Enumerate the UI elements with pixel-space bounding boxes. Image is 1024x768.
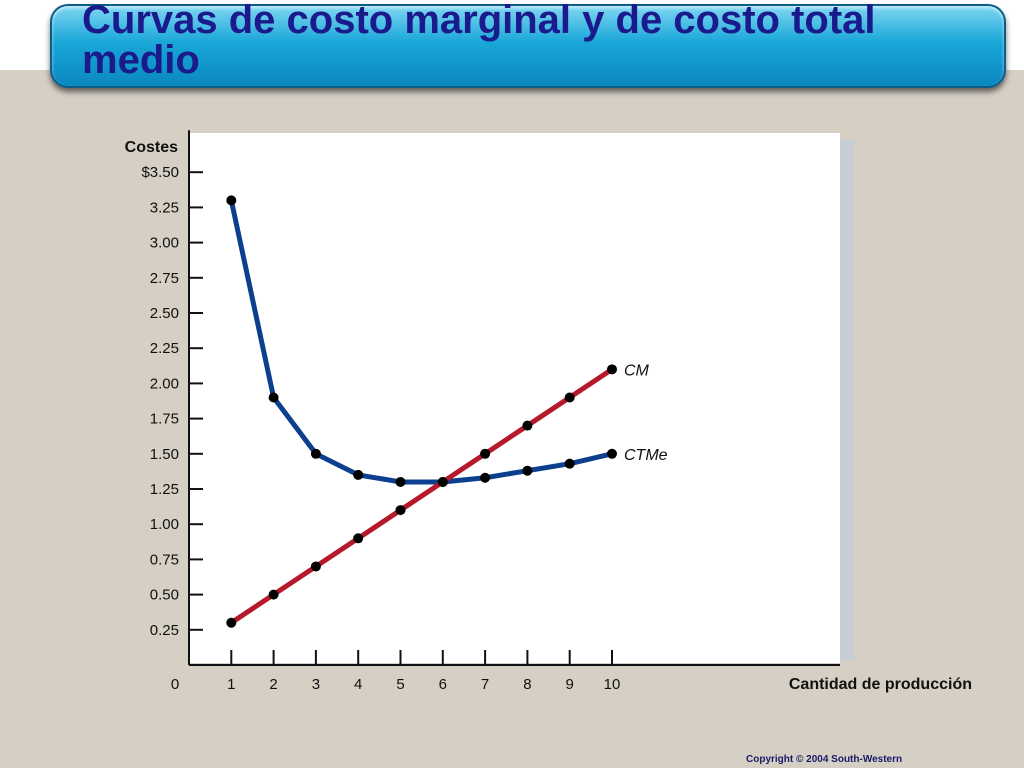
y-tick-label: 2.00 — [150, 375, 179, 392]
data-point-cm — [437, 476, 448, 487]
y-tick-label: 3.00 — [150, 235, 179, 252]
y-tick-label: 2.25 — [150, 340, 179, 357]
y-tick-label: 2.75 — [150, 270, 179, 287]
y-tick-label: 0.25 — [150, 622, 179, 639]
x-tick-label: 1 — [227, 676, 235, 693]
plot-panel — [188, 133, 840, 663]
x-tick-label: 9 — [566, 676, 574, 693]
y-tick-label: 0.50 — [150, 587, 179, 604]
data-point-ctme — [395, 476, 406, 487]
x-tick-label: 8 — [523, 676, 531, 693]
data-point-cm — [480, 448, 491, 459]
data-point-cm — [564, 392, 575, 403]
x-tick-label: 6 — [439, 676, 447, 693]
y-tick-label: 2.50 — [150, 305, 179, 322]
data-point-cm — [522, 420, 533, 431]
y-axis-title: Costes — [125, 139, 178, 156]
slide-title: Curvas de costo marginal y de costo tota… — [82, 0, 876, 82]
data-point-cm — [353, 533, 364, 544]
copyright-notice: Copyright © 2004 South-Western — [746, 754, 903, 765]
x-axis-title: Cantidad de producción — [789, 676, 972, 693]
x-tick-label: 7 — [481, 676, 489, 693]
y-tick-label: 1.25 — [150, 481, 179, 498]
series-line-ctme — [228, 197, 615, 485]
series-label-cm: CM — [624, 362, 650, 379]
axis-labels: 0.25 0.50 0.75 1.00 1.25 1.50 1.75 2.00 2.25 2.50… — [125, 139, 972, 693]
x-tick-label: 5 — [396, 676, 404, 693]
y-tick-label: 1.50 — [150, 446, 179, 463]
data-point-ctme — [480, 472, 491, 483]
data-point-ctme — [310, 448, 321, 459]
series — [226, 195, 617, 628]
data-point-ctme — [522, 465, 533, 476]
data-point-ctme — [268, 392, 279, 403]
series-line-cm — [228, 366, 615, 626]
data-point-cm — [310, 561, 321, 572]
x-tick-label: 2 — [269, 676, 277, 693]
data-point-cm — [268, 589, 279, 600]
x-tick-label: 0 — [171, 676, 179, 693]
title-banner — [50, 4, 1006, 88]
y-tick-label: $3.50 — [141, 164, 179, 181]
y-tick-label: 3.25 — [150, 199, 179, 216]
y-tick-label: 0.75 — [150, 551, 179, 568]
data-point-ctme — [564, 458, 575, 469]
x-tick-label: 3 — [312, 676, 320, 693]
data-point-ctme — [226, 195, 237, 206]
x-tick-label: 10 — [604, 676, 621, 693]
data-point-ctme — [353, 469, 364, 480]
data-point-cm — [607, 364, 617, 375]
series-label-ctme: CTMe — [624, 447, 668, 464]
x-tick-label: 4 — [354, 676, 362, 693]
y-tick-label: 1.00 — [150, 516, 179, 533]
y-tick-label: 1.75 — [150, 411, 179, 428]
data-point-cm — [395, 505, 406, 516]
axes — [188, 130, 840, 666]
data-point-ctme — [607, 448, 617, 459]
data-point-cm — [226, 617, 237, 628]
axis-ticks — [189, 171, 613, 665]
